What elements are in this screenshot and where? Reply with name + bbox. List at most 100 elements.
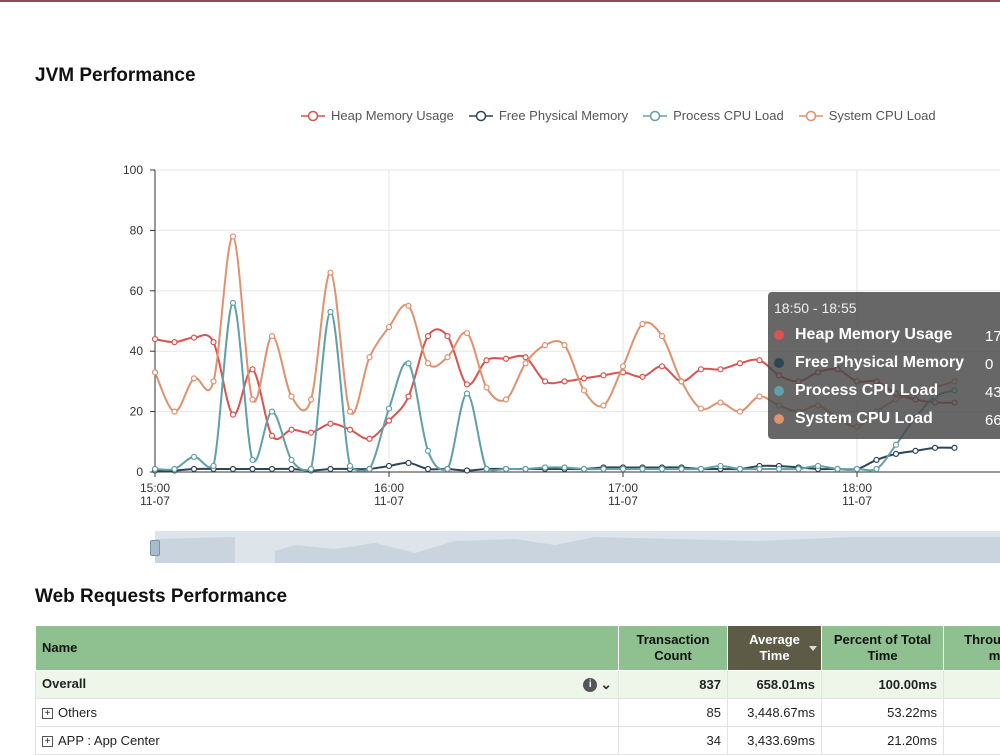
data-point: [289, 457, 294, 462]
data-point: [679, 379, 684, 384]
data-point: [582, 466, 587, 471]
data-point: [718, 400, 723, 405]
data-point: [445, 466, 450, 471]
data-point: [523, 355, 528, 360]
data-point: [504, 356, 509, 361]
data-point: [543, 379, 548, 384]
data-point: [367, 436, 372, 441]
zoom-slider-track[interactable]: [155, 531, 1000, 563]
data-point: [738, 361, 743, 366]
table-row[interactable]: +APP : App Center 34 3,433.69ms 21.20ms: [36, 727, 1000, 755]
row-name-cell: Overall i ⌄: [36, 671, 619, 699]
y-tick-label: 40: [130, 344, 144, 358]
data-point: [426, 448, 431, 453]
tooltip-row-value: 17: [985, 328, 1000, 345]
y-tick-label: 100: [123, 163, 143, 177]
column-header-average-time[interactable]: Average Time: [728, 626, 822, 671]
data-point: [855, 466, 860, 471]
data-point: [582, 376, 587, 381]
tooltip-title: 18:50 - 18:55: [774, 300, 857, 316]
jvm-line-chart[interactable]: 02040608010015:0011-0716:0011-0717:0011-…: [0, 0, 1000, 530]
row-name-cell: + Others: [36, 699, 619, 727]
column-header-throughput[interactable]: Throughp m: [944, 626, 1000, 671]
data-point: [718, 367, 723, 372]
header-line: m: [989, 648, 1000, 663]
data-point: [387, 325, 392, 330]
data-point: [679, 466, 684, 471]
data-point: [192, 466, 197, 471]
info-icon[interactable]: i: [583, 678, 597, 692]
data-point: [406, 394, 411, 399]
header-line: Time: [759, 648, 789, 663]
expand-icon[interactable]: +: [42, 708, 53, 719]
tooltip-row-value: 66: [985, 412, 1000, 429]
expand-icon[interactable]: +: [42, 736, 53, 747]
row-name: Others: [58, 705, 97, 720]
data-point: [952, 445, 957, 450]
data-point: [504, 397, 509, 402]
row-throughput: [944, 699, 1000, 727]
table-row[interactable]: +Others 85 3,448.67ms 53.22ms: [36, 699, 1000, 727]
column-header-transaction-count[interactable]: Transaction Count: [619, 626, 728, 671]
data-point: [445, 334, 450, 339]
data-point: [172, 409, 177, 414]
tooltip-row-value: 43: [985, 384, 1000, 401]
column-header-percent-total-time[interactable]: Percent of Total Time: [822, 626, 944, 671]
tooltip-row-label: Process CPU Load: [795, 382, 938, 400]
data-point: [562, 379, 567, 384]
row-transaction-count: 837: [619, 671, 728, 699]
zoom-slider-left-handle[interactable]: [150, 540, 160, 556]
data-point: [406, 303, 411, 308]
chevron-down-icon[interactable]: ⌄: [600, 676, 612, 693]
data-point: [270, 409, 275, 414]
data-point: [543, 343, 548, 348]
x-tick-label-date: 11-07: [374, 494, 404, 508]
tooltip-row-free-memory: Free Physical Memory: [774, 354, 964, 372]
data-point: [192, 335, 197, 340]
data-point: [211, 379, 216, 384]
data-point: [309, 466, 314, 471]
tooltip-row-label: Free Physical Memory: [795, 354, 964, 372]
data-point: [387, 406, 392, 411]
series-dot-icon: [774, 330, 784, 340]
tooltip-row-process-cpu: Process CPU Load: [774, 382, 938, 400]
chart-tooltip: 18:50 - 18:55 Heap Memory Usage 17 Free …: [768, 292, 1000, 439]
data-point: [504, 466, 509, 471]
data-point: [465, 382, 470, 387]
data-point: [738, 409, 743, 414]
data-point: [874, 457, 879, 462]
y-tick-label: 80: [130, 223, 144, 237]
data-point: [523, 466, 528, 471]
y-tick-label: 20: [130, 405, 144, 419]
data-point: [874, 466, 879, 471]
data-point: [543, 465, 548, 470]
data-point: [484, 385, 489, 390]
x-tick-label-time: 16:00: [374, 481, 404, 495]
data-point: [211, 463, 216, 468]
row-percent-total-time: 100.00ms: [822, 671, 944, 699]
data-point: [426, 334, 431, 339]
data-point: [387, 463, 392, 468]
x-tick-label-date: 11-07: [608, 494, 638, 508]
data-point: [640, 322, 645, 327]
x-tick-label-time: 15:00: [140, 481, 170, 495]
row-throughput: [944, 671, 1000, 699]
data-point: [601, 466, 606, 471]
data-point: [445, 355, 450, 360]
column-header-name[interactable]: Name: [36, 626, 619, 671]
header-line: Time: [867, 648, 897, 663]
row-name: Overall: [42, 676, 86, 691]
table-header-row: Name Transaction Count Average Time Perc…: [36, 626, 1000, 671]
table-row-overall[interactable]: Overall i ⌄ 837 658.01ms 100.00ms: [36, 671, 1000, 699]
data-point: [309, 430, 314, 435]
data-point: [738, 466, 743, 471]
tooltip-row-label: System CPU Load: [795, 410, 933, 428]
row-transaction-count: 85: [619, 699, 728, 727]
header-line: Average: [749, 632, 800, 647]
data-point: [367, 466, 372, 471]
data-point: [172, 340, 177, 345]
data-point: [621, 466, 626, 471]
row-name: APP : App Center: [58, 733, 160, 748]
data-point: [484, 466, 489, 471]
x-tick-label-time: 17:00: [608, 481, 638, 495]
